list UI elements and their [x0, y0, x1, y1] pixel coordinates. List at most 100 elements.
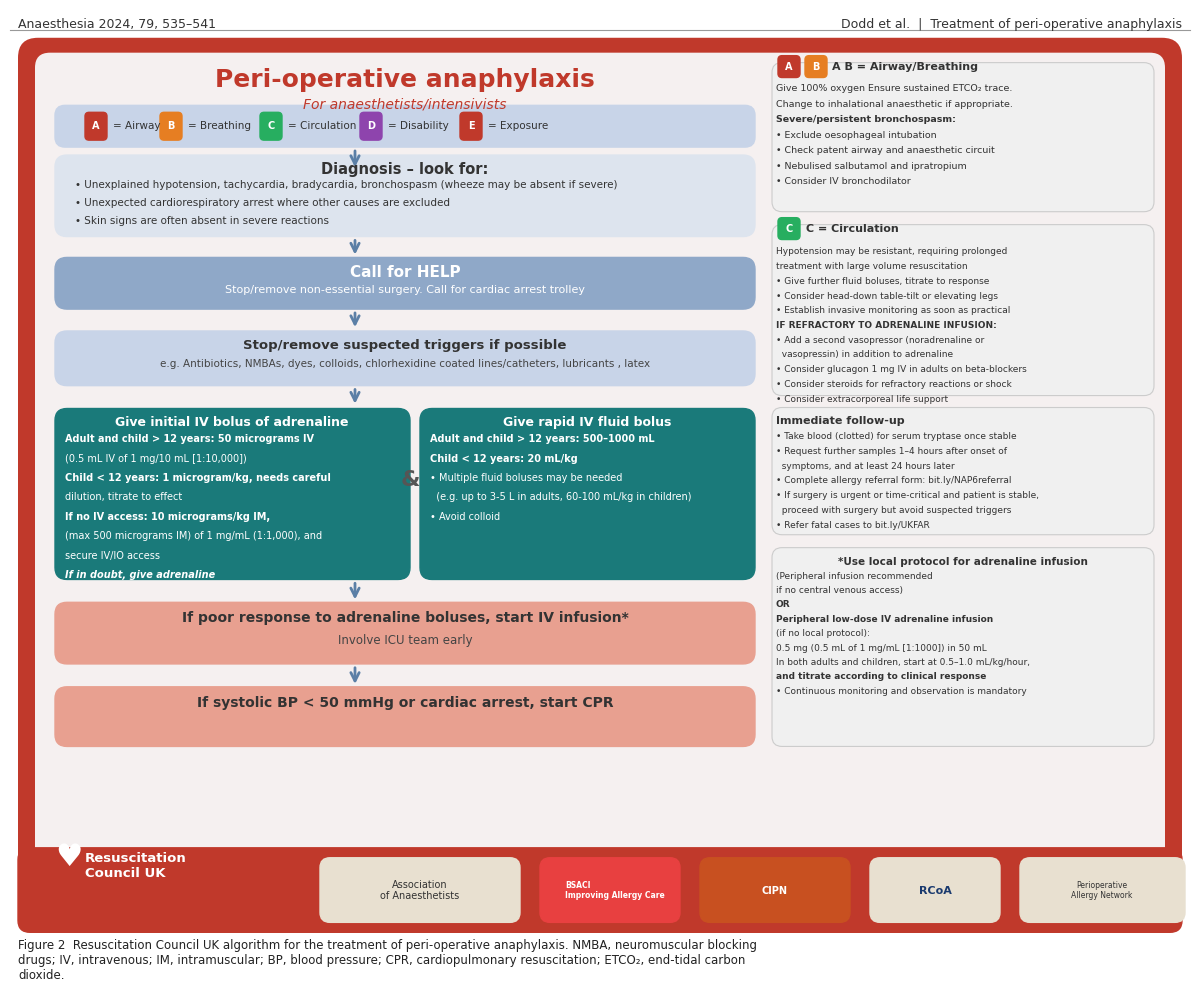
Text: B: B — [167, 121, 175, 131]
Text: • Avoid colloid: • Avoid colloid — [430, 511, 500, 522]
Text: A: A — [785, 62, 793, 71]
FancyBboxPatch shape — [1020, 858, 1186, 922]
Text: C: C — [785, 223, 793, 233]
Text: vasopressin) in addition to adrenaline: vasopressin) in addition to adrenaline — [776, 351, 953, 359]
Text: IF REFRACTORY TO ADRENALINE INFUSION:: IF REFRACTORY TO ADRENALINE INFUSION: — [776, 321, 997, 330]
Text: Adult and child > 12 years: 500–1000 mL: Adult and child > 12 years: 500–1000 mL — [430, 434, 655, 444]
Text: C = Circulation: C = Circulation — [806, 223, 899, 233]
Text: A: A — [92, 121, 100, 131]
Text: E: E — [468, 121, 474, 131]
Text: (e.g. up to 3-5 L in adults, 60-100 mL/kg in children): (e.g. up to 3-5 L in adults, 60-100 mL/k… — [430, 493, 691, 502]
Text: • Consider glucagon 1 mg IV in adults on beta-blockers: • Consider glucagon 1 mg IV in adults on… — [776, 365, 1027, 374]
Text: • Unexplained hypotension, tachycardia, bradycardia, bronchospasm (wheeze may be: • Unexplained hypotension, tachycardia, … — [74, 180, 618, 190]
Text: OR: OR — [776, 601, 791, 610]
Text: Change to inhalational anaesthetic if appropriate.: Change to inhalational anaesthetic if ap… — [776, 100, 1013, 109]
FancyBboxPatch shape — [540, 858, 680, 922]
Text: • Multiple fluid boluses may be needed: • Multiple fluid boluses may be needed — [430, 473, 623, 484]
Text: • Take blood (clotted) for serum tryptase once stable: • Take blood (clotted) for serum tryptas… — [776, 432, 1016, 441]
FancyBboxPatch shape — [420, 408, 755, 580]
Text: Stop/remove suspected triggers if possible: Stop/remove suspected triggers if possib… — [244, 339, 566, 352]
Text: • Unexpected cardiorespiratory arrest where other causes are excluded: • Unexpected cardiorespiratory arrest wh… — [74, 198, 450, 208]
Text: In both adults and children, start at 0.5–1.0 mL/kg/hour,: In both adults and children, start at 0.… — [776, 658, 1030, 667]
Text: • Consider head-down table-tilt or elevating legs: • Consider head-down table-tilt or eleva… — [776, 292, 998, 301]
Text: Child < 12 years: 20 mL/kg: Child < 12 years: 20 mL/kg — [430, 454, 577, 464]
Text: • Refer fatal cases to bit.ly/UKFAR: • Refer fatal cases to bit.ly/UKFAR — [776, 520, 930, 529]
FancyBboxPatch shape — [778, 217, 800, 239]
Text: *Use local protocol for adrenaline infusion: *Use local protocol for adrenaline infus… — [838, 557, 1088, 567]
Text: Peri-operative anaphylaxis: Peri-operative anaphylaxis — [215, 68, 595, 91]
Text: Peripheral low-dose IV adrenaline infusion: Peripheral low-dose IV adrenaline infusi… — [776, 615, 994, 624]
Text: Immediate follow-up: Immediate follow-up — [776, 416, 905, 426]
Text: • Consider steroids for refractory reactions or shock: • Consider steroids for refractory react… — [776, 380, 1012, 389]
Text: Involve ICU team early: Involve ICU team early — [337, 635, 473, 647]
Text: RCoA: RCoA — [918, 886, 952, 896]
Text: If no IV access: 10 micrograms/kg IM,: If no IV access: 10 micrograms/kg IM, — [65, 511, 270, 522]
Text: Child < 12 years: 1 microgram/kg, needs careful: Child < 12 years: 1 microgram/kg, needs … — [65, 473, 331, 484]
Text: Adult and child > 12 years: 50 micrograms IV: Adult and child > 12 years: 50 microgram… — [65, 434, 314, 444]
Text: Figure 2  Resuscitation Council UK algorithm for the treatment of peri-operative: Figure 2 Resuscitation Council UK algori… — [18, 939, 757, 982]
FancyBboxPatch shape — [772, 224, 1154, 395]
Text: • If surgery is urgent or time-critical and patient is stable,: • If surgery is urgent or time-critical … — [776, 492, 1039, 500]
FancyBboxPatch shape — [260, 112, 282, 140]
Text: • Give further fluid boluses, titrate to response: • Give further fluid boluses, titrate to… — [776, 277, 989, 286]
Text: Resuscitation
Council UK: Resuscitation Council UK — [85, 852, 187, 880]
Text: D: D — [367, 121, 374, 131]
Text: If systolic BP < 50 mmHg or cardiac arrest, start CPR: If systolic BP < 50 mmHg or cardiac arre… — [197, 696, 613, 710]
Text: For anaesthetists/intensivists: For anaesthetists/intensivists — [304, 97, 506, 111]
Text: B: B — [812, 62, 820, 71]
Text: = Circulation: = Circulation — [288, 121, 356, 131]
FancyBboxPatch shape — [55, 603, 755, 664]
Text: • Continuous monitoring and observation is mandatory: • Continuous monitoring and observation … — [776, 687, 1027, 696]
Text: Diagnosis – look for:: Diagnosis – look for: — [322, 162, 488, 177]
Text: • Nebulised salbutamol and ipratropium: • Nebulised salbutamol and ipratropium — [776, 162, 967, 171]
Text: Hypotension may be resistant, requiring prolonged: Hypotension may be resistant, requiring … — [776, 247, 1007, 256]
Text: Severe/persistent bronchospasm:: Severe/persistent bronchospasm: — [776, 115, 956, 124]
Text: = Breathing: = Breathing — [188, 121, 251, 131]
Text: 0.5 mg (0.5 mL of 1 mg/mL [1:1000]) in 50 mL: 0.5 mg (0.5 mL of 1 mg/mL [1:1000]) in 5… — [776, 643, 986, 652]
FancyBboxPatch shape — [55, 687, 755, 747]
FancyBboxPatch shape — [55, 408, 410, 580]
Text: treatment with large volume resuscitation: treatment with large volume resuscitatio… — [776, 262, 967, 271]
Text: (if no local protocol):: (if no local protocol): — [776, 630, 870, 638]
Text: &: & — [401, 470, 420, 491]
FancyBboxPatch shape — [18, 38, 1182, 932]
Text: A B = Airway/Breathing: A B = Airway/Breathing — [832, 62, 978, 71]
FancyBboxPatch shape — [700, 858, 850, 922]
Text: CIPN: CIPN — [762, 886, 788, 896]
Text: • Add a second vasopressor (noradrenaline or: • Add a second vasopressor (noradrenalin… — [776, 336, 984, 345]
FancyBboxPatch shape — [55, 105, 755, 147]
Text: (Peripheral infusion recommended: (Peripheral infusion recommended — [776, 572, 932, 581]
Text: If poor response to adrenaline boluses, start IV infusion*: If poor response to adrenaline boluses, … — [181, 612, 629, 626]
FancyBboxPatch shape — [55, 257, 755, 309]
Text: dilution, titrate to effect: dilution, titrate to effect — [65, 493, 182, 502]
Text: e.g. Antibiotics, NMBAs, dyes, colloids, chlorhexidine coated lines/catheters, l: e.g. Antibiotics, NMBAs, dyes, colloids,… — [160, 358, 650, 368]
Text: if no central venous access): if no central venous access) — [776, 586, 904, 595]
Text: Anaesthesia 2024, 79, 535–541: Anaesthesia 2024, 79, 535–541 — [18, 18, 216, 31]
FancyBboxPatch shape — [360, 112, 382, 140]
FancyBboxPatch shape — [772, 63, 1154, 212]
Text: Give 100% oxygen Ensure sustained ETCO₂ trace.: Give 100% oxygen Ensure sustained ETCO₂ … — [776, 84, 1013, 93]
Text: Perioperative
Allergy Network: Perioperative Allergy Network — [1072, 881, 1133, 901]
Text: • Complete allergy referral form: bit.ly/NAP6referral: • Complete allergy referral form: bit.ly… — [776, 477, 1012, 486]
FancyBboxPatch shape — [55, 331, 755, 385]
Text: Give initial IV bolus of adrenaline: Give initial IV bolus of adrenaline — [115, 416, 349, 429]
Text: and titrate according to clinical response: and titrate according to clinical respon… — [776, 672, 986, 681]
FancyBboxPatch shape — [85, 112, 107, 140]
Text: = Airway: = Airway — [113, 121, 161, 131]
FancyBboxPatch shape — [870, 858, 1000, 922]
Text: proceed with surgery but avoid suspected triggers: proceed with surgery but avoid suspected… — [776, 505, 1012, 515]
Text: = Disability: = Disability — [388, 121, 449, 131]
Text: BSACI
Improving Allergy Care: BSACI Improving Allergy Care — [565, 881, 665, 901]
Text: Stop/remove non-essential surgery. Call for cardiac arrest trolley: Stop/remove non-essential surgery. Call … — [226, 285, 586, 295]
Text: Dodd et al.  |  Treatment of peri-operative anaphylaxis: Dodd et al. | Treatment of peri-operativ… — [841, 18, 1182, 31]
Text: • Skin signs are often absent in severe reactions: • Skin signs are often absent in severe … — [74, 215, 329, 225]
Text: • Consider IV bronchodilator: • Consider IV bronchodilator — [776, 177, 911, 186]
FancyBboxPatch shape — [55, 155, 755, 236]
FancyBboxPatch shape — [320, 858, 520, 922]
FancyBboxPatch shape — [778, 56, 800, 77]
Text: Give rapid IV fluid bolus: Give rapid IV fluid bolus — [503, 416, 671, 429]
Text: Association
of Anaesthetists: Association of Anaesthetists — [380, 880, 460, 902]
FancyBboxPatch shape — [35, 53, 1165, 893]
Text: • Establish invasive monitoring as soon as practical: • Establish invasive monitoring as soon … — [776, 306, 1010, 316]
Text: ♥: ♥ — [55, 843, 83, 872]
